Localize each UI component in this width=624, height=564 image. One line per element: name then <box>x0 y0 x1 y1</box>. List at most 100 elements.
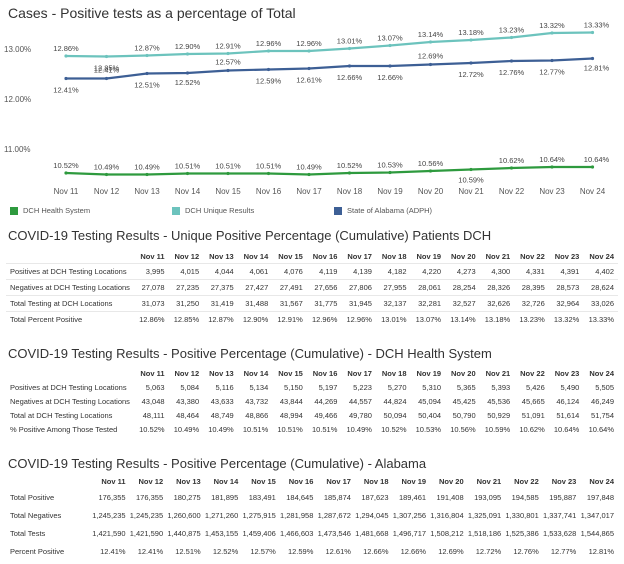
y-tick-label: 13.00% <box>4 45 31 54</box>
table-cell: 12.57% <box>250 546 276 556</box>
column-header: Nov 14 <box>243 369 269 378</box>
data-label: 12.51% <box>134 81 160 90</box>
column-header: Nov 17 <box>347 369 372 378</box>
table-row: Total Tests 1,421,590 1,421,590 1,440,875 1,… <box>6 524 618 542</box>
table-cell: 12.90% <box>237 310 273 328</box>
table-cell: 13.33% <box>583 310 618 328</box>
table-cell: 12.77% <box>550 546 577 556</box>
table-cell: 4,076 <box>272 262 307 279</box>
table-cell: 49,466 <box>314 410 338 420</box>
data-point <box>347 46 352 51</box>
column-header: Nov 22 <box>520 251 545 261</box>
table-cell: 32,626 <box>479 294 515 311</box>
column-header: Nov 23 <box>554 251 580 261</box>
table-cell: 12.96% <box>306 310 342 328</box>
table-cell: 4,391 <box>548 262 584 279</box>
table-cell: 5,223 <box>353 382 372 392</box>
table-cell: 1,440,875 <box>167 528 201 538</box>
table-cell: 12.69% <box>438 546 464 556</box>
legend-item-dch-unique-results[interactable]: DCH Unique Results <box>172 206 254 215</box>
table-cell: 1,518,186 <box>467 528 502 538</box>
table-cell: 12.66% <box>363 546 389 556</box>
data-point <box>104 54 109 59</box>
table-cell: 48,994 <box>279 410 303 420</box>
table-cell: 12.72% <box>475 546 502 556</box>
table-cell: 31,488 <box>237 294 273 311</box>
table-dch-health-system: Nov 11 Nov 12 Nov 13 Nov 14 Nov 15 Nov 1… <box>6 367 618 436</box>
legend-swatch-dch-unique-results <box>172 206 180 215</box>
row-label: Positives at DCH Testing Locations <box>6 262 134 279</box>
table-cell: 10.59% <box>484 424 511 434</box>
column-header: Nov 21 <box>476 477 502 486</box>
table-cell: 32,726 <box>514 294 549 311</box>
table-cell: 28,573 <box>548 278 584 295</box>
table-cell: 1,508,212 <box>430 528 464 538</box>
column-header: Nov 11 <box>140 369 165 378</box>
table-row: Negatives at DCH Testing Locations 43,048… <box>6 394 618 408</box>
x-tick-label: Nov 11 <box>54 187 79 196</box>
table-cell: 10.49% <box>346 424 372 434</box>
data-point <box>550 165 554 169</box>
table-header-row: Nov 11 Nov 12 Nov 13 Nov 14 Nov 15 Nov 1… <box>6 250 618 263</box>
column-header: Nov 15 <box>278 369 303 378</box>
table-cell: 12.52% <box>212 546 239 556</box>
table-cell: 12.66% <box>400 546 427 556</box>
data-point <box>307 66 311 71</box>
table-cell: 32,281 <box>410 294 446 311</box>
table-cell: 28,254 <box>445 278 480 295</box>
table-cell: 5,505 <box>595 382 614 392</box>
column-header: Nov 18 <box>363 477 389 486</box>
table-cell: 10.64% <box>553 424 580 434</box>
data-label: 12.59% <box>256 77 282 86</box>
table-cell: 32,137 <box>375 294 411 311</box>
table-cell: 1,275,915 <box>242 510 276 520</box>
data-point <box>226 171 230 176</box>
table-cell: 4,300 <box>479 262 515 279</box>
table-cell: 187,623 <box>361 492 389 502</box>
row-label: Total Tests <box>10 528 46 538</box>
table-cell: 27,235 <box>168 278 204 295</box>
data-point <box>347 171 352 175</box>
data-point <box>590 56 595 61</box>
column-header: Nov 23 <box>551 477 577 486</box>
x-tick-label: Nov 15 <box>215 187 241 196</box>
data-label: 10.51% <box>215 162 241 171</box>
table-cell: 46,124 <box>556 396 580 406</box>
table-cell: 1,347,017 <box>580 510 614 520</box>
table-cell: 5,116 <box>215 382 234 392</box>
data-label: 12.72% <box>458 70 484 79</box>
table-cell: 45,425 <box>452 396 476 406</box>
data-point <box>145 172 149 177</box>
data-point <box>388 43 392 48</box>
table-row: Total Percent Positive 12.86% 12.85% 12.87%… <box>6 310 618 328</box>
data-point <box>469 167 473 172</box>
table-cell: 10.52% <box>139 424 165 434</box>
table-cell: 1,325,091 <box>467 510 502 520</box>
legend-item-dch-health-system[interactable]: DCH Health System <box>10 206 90 215</box>
x-tick-label: Nov 14 <box>175 187 201 196</box>
legend-item-state-of-alabama[interactable]: State of Alabama (ADPH) <box>334 206 432 215</box>
legend-swatch-dch-health-system <box>10 206 18 215</box>
column-header: Nov 20 <box>451 251 476 261</box>
table-cell: 176,355 <box>98 492 126 502</box>
table-cell: 27,078 <box>134 278 169 295</box>
row-label: Negatives at DCH Testing Locations <box>10 396 130 406</box>
x-tick-label: Nov 19 <box>377 187 403 196</box>
column-header: Nov 12 <box>138 477 164 486</box>
data-label: 12.41% <box>53 86 79 95</box>
legend-label: DCH Unique Results <box>185 206 255 215</box>
table-header-row: Nov 11 Nov 12 Nov 13 Nov 14 Nov 15 Nov 1… <box>6 475 618 488</box>
table-cell: 4,044 <box>203 262 238 279</box>
data-label: 12.87% <box>134 44 160 53</box>
table-cell: 13.18% <box>479 310 515 328</box>
data-label: 10.49% <box>134 163 160 172</box>
data-label: 12.76% <box>499 68 525 77</box>
table-cell: 1,473,546 <box>317 528 351 538</box>
line-chart: 13.00% 12.00% 11.00% Nov 11 Nov 12 Nov 13 Nov … <box>4 22 610 196</box>
table-cell: 45,536 <box>487 396 511 406</box>
table-cell: 31,419 <box>203 294 238 311</box>
x-tick-label: Nov 20 <box>418 187 444 196</box>
table-cell: 43,844 <box>279 396 303 406</box>
data-point <box>104 172 109 177</box>
table-cell: 32,527 <box>445 294 480 311</box>
